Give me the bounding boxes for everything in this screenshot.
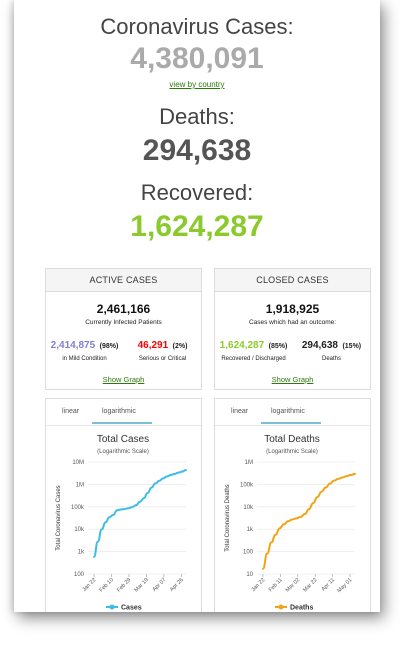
chart-title: Total Cases <box>97 434 149 445</box>
y-axis-label: Total Coronavirus Cases <box>56 485 62 550</box>
tab-linear[interactable]: linear <box>231 408 249 415</box>
mild-pct: (98%) <box>99 343 119 350</box>
cases-chart-box: linear logarithmic Total Cases (Logarithm… <box>45 398 202 612</box>
y-tick-label: 100 <box>243 550 254 556</box>
y-tick-label: 10k <box>243 505 254 511</box>
critical-value: 46,291 <box>137 340 169 351</box>
recovered-outcome-value: 1,624,287 <box>219 340 265 351</box>
deaths-chart-tabs: linear logarithmic <box>215 399 370 426</box>
y-axis-label: Total Coronavirus Deaths <box>225 484 231 551</box>
y-tick-label: 100k <box>240 482 254 488</box>
recovered-label: Recovered: <box>140 180 254 205</box>
closed-cases-title: CLOSED CASES <box>215 269 370 292</box>
cases-label: Coronavirus Cases: <box>100 14 294 39</box>
x-tick-label: Mar 19 <box>134 577 150 593</box>
closed-cases-panel: CLOSED CASES 1,918,925 Cases which had a… <box>214 268 371 390</box>
deaths-label: Deaths: <box>159 104 235 129</box>
cases-value: 4,380,091 <box>130 42 264 75</box>
recovered-outcome-label: Recovered / Discharged <box>221 356 286 362</box>
deaths-counter: Deaths: 294,638 <box>14 104 380 168</box>
chart-subtitle: (Logarithmic Scale) <box>266 449 318 455</box>
closed-cases-subtitle: Cases which had an outcome: <box>248 319 337 326</box>
chart-title: Total Deaths <box>264 434 320 445</box>
critical-condition: 46,291 (2%) Serious or Critical <box>124 335 201 362</box>
tab-logarithmic[interactable]: logarithmic <box>271 408 305 415</box>
x-tick-label: Feb 29 <box>116 577 132 593</box>
active-show-graph-link[interactable]: Show Graph <box>102 375 145 384</box>
series-line-cases <box>93 469 187 558</box>
cases-chart-tabs: linear logarithmic <box>46 399 201 426</box>
deaths-outcome-label: Deaths <box>321 356 341 362</box>
y-tick-label: 10k <box>74 527 85 533</box>
y-tick-label: 1k <box>247 527 254 533</box>
x-tick-label: Feb 10 <box>99 577 115 593</box>
deaths-outcome: 294,638 (15%) Deaths <box>293 335 370 362</box>
active-cases-title: ACTIVE CASES <box>46 269 201 292</box>
chart-subtitle: (Logarithmic Scale) <box>97 449 149 455</box>
deaths-chart: Total Deaths (Logarithmic Scale) 10 100 1k 10… <box>225 434 356 612</box>
legend-marker <box>109 604 115 610</box>
deaths-outcome-pct: (15%) <box>342 343 362 350</box>
y-tick-label: 10 <box>246 572 253 578</box>
x-tick-label: Jan 22 <box>250 577 266 593</box>
legend-label[interactable]: Cases <box>121 605 142 612</box>
legend-label[interactable]: Deaths <box>290 605 313 612</box>
critical-pct: (2%) <box>172 343 188 350</box>
cases-chart: Total Cases (Logarithmic Scale) 100 1k 10k 10… <box>56 434 187 612</box>
mild-condition: 2,414,875 (98%) in Mild Condition <box>46 335 123 362</box>
x-tick-label: Jan 22 <box>81 577 97 593</box>
x-tick-label: Feb 11 <box>268 577 284 593</box>
closed-cases-total: 1,918,925 <box>265 302 320 316</box>
mild-value: 2,414,875 <box>50 340 96 351</box>
x-tick-label: Mar 22 <box>302 577 318 593</box>
active-tab-indicator <box>92 422 152 424</box>
x-tick-label: Apr 11 <box>321 577 336 592</box>
x-tick-label: Apr 07 <box>152 577 168 593</box>
recovered-outcome: 1,624,287 (85%) Recovered / Discharged <box>215 335 292 362</box>
view-by-country-link[interactable]: view by country <box>169 80 225 89</box>
active-cases-total: 2,461,166 <box>96 302 151 316</box>
recovered-value: 1,624,287 <box>130 210 264 243</box>
cases-counter: Coronavirus Cases: 4,380,091 view by cou… <box>14 14 380 89</box>
y-tick-label: 1M <box>245 460 253 466</box>
closed-show-graph-link[interactable]: Show Graph <box>271 375 314 384</box>
active-tab-indicator <box>261 422 321 424</box>
y-tick-label: 10M <box>72 460 84 466</box>
recovered-counter: Recovered: 1,624,287 <box>14 180 380 244</box>
active-cases-panel: ACTIVE CASES 2,461,166 Currently Infecte… <box>45 268 202 390</box>
active-cases-subtitle: Currently Infected Patients <box>85 319 162 326</box>
deaths-chart-box: linear logarithmic Total Deaths (Logarith… <box>214 398 371 612</box>
y-tick-label: 1M <box>76 482 84 488</box>
deaths-value: 294,638 <box>142 134 252 167</box>
tab-linear[interactable]: linear <box>62 408 80 415</box>
x-tick-label: May 01 <box>336 577 353 594</box>
y-tick-label: 100k <box>71 505 85 511</box>
recovered-outcome-pct: (85%) <box>268 343 288 350</box>
page: Coronavirus Cases: 4,380,091 view by cou… <box>14 0 380 612</box>
y-tick-label: 1k <box>78 550 85 556</box>
deaths-outcome-value: 294,638 <box>301 340 338 351</box>
legend-marker <box>278 604 284 610</box>
series-line-deaths <box>262 472 356 570</box>
y-tick-label: 100 <box>74 572 85 578</box>
mild-label: in Mild Condition <box>62 356 107 362</box>
tab-logarithmic[interactable]: logarithmic <box>102 408 136 415</box>
x-tick-label: Mar 02 <box>285 577 301 593</box>
critical-label: Serious or Critical <box>138 356 187 362</box>
x-tick-label: Apr 26 <box>169 577 185 593</box>
